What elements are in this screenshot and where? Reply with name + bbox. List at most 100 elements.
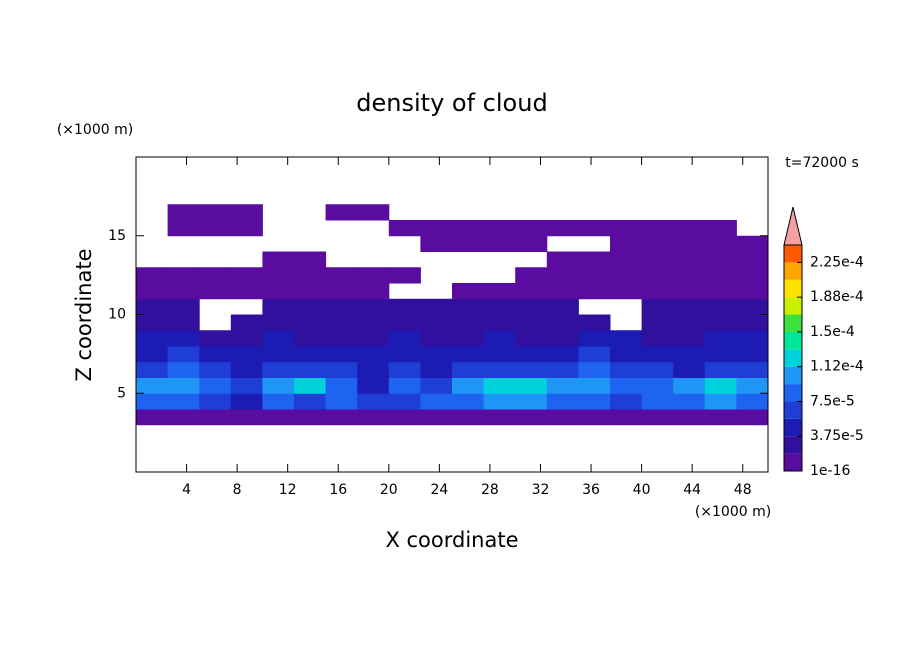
field-cell — [262, 346, 295, 363]
field-cell — [388, 346, 421, 363]
field-cell — [610, 346, 643, 363]
field-cell — [641, 283, 674, 300]
field-cell — [641, 298, 674, 315]
field-cell — [673, 330, 706, 347]
x-tick-label: 48 — [734, 482, 752, 498]
field-cell — [641, 314, 674, 331]
colorbar-band — [784, 366, 802, 385]
field-cell — [704, 220, 737, 237]
field-cell — [610, 393, 643, 410]
field-cell — [388, 267, 421, 284]
field-cell — [483, 314, 516, 331]
time-annotation: t=72000 s — [785, 155, 859, 171]
field-cell — [515, 298, 548, 315]
field-cell — [736, 251, 769, 268]
field-cell — [420, 346, 453, 363]
field-cell — [357, 204, 390, 221]
field-cell — [515, 235, 548, 252]
field-cell — [673, 251, 706, 268]
field-cell — [230, 377, 263, 394]
field-cell — [641, 377, 674, 394]
field-cell — [452, 314, 485, 331]
field-cell — [578, 377, 611, 394]
field-cell — [578, 267, 611, 284]
colorbar-band — [784, 279, 802, 298]
field-cell — [515, 409, 548, 426]
field-cell — [167, 409, 200, 426]
field-cell — [167, 393, 200, 410]
field-cell — [610, 377, 643, 394]
field-cell — [325, 330, 358, 347]
field-cell — [230, 204, 263, 221]
field-cell — [136, 409, 169, 426]
field-cell — [452, 377, 485, 394]
field-cell — [736, 235, 769, 252]
field-cell — [167, 314, 200, 331]
field-cell — [546, 393, 579, 410]
field-cell — [673, 235, 706, 252]
field-cell — [736, 361, 769, 378]
field-cell — [420, 409, 453, 426]
field-cell — [357, 298, 390, 315]
field-cell — [483, 283, 516, 300]
field-cell — [641, 361, 674, 378]
colorbar-band — [784, 401, 802, 419]
field-cell — [294, 330, 327, 347]
field-cell — [325, 314, 358, 331]
x-tick-label: 44 — [683, 482, 701, 498]
field-cell — [199, 377, 232, 394]
field-cell — [357, 361, 390, 378]
field-cell — [673, 267, 706, 284]
field-cell — [515, 283, 548, 300]
field-cell — [357, 377, 390, 394]
field-cell — [294, 346, 327, 363]
field-cell — [641, 220, 674, 237]
colorbar-band — [784, 314, 802, 332]
field-cell — [452, 361, 485, 378]
field-cell — [578, 346, 611, 363]
field-cell — [167, 298, 200, 315]
field-cell — [610, 361, 643, 378]
field-cell — [546, 361, 579, 378]
field-cell — [578, 314, 611, 331]
field-cell — [515, 393, 548, 410]
field-cell — [641, 346, 674, 363]
field-cell — [294, 409, 327, 426]
field-cell — [262, 283, 295, 300]
field-cell — [420, 314, 453, 331]
field-cell — [167, 220, 200, 237]
field-cell — [388, 361, 421, 378]
field-cell — [199, 361, 232, 378]
field-cell — [704, 346, 737, 363]
contour-field — [136, 204, 769, 426]
field-cell — [294, 377, 327, 394]
field-cell — [578, 361, 611, 378]
x-tick-label: 32 — [532, 482, 550, 498]
field-cell — [357, 283, 390, 300]
field-cell — [136, 393, 169, 410]
x-tick-label: 4 — [182, 482, 191, 498]
x-tick-label: 28 — [481, 482, 499, 498]
field-cell — [230, 361, 263, 378]
field-cell — [452, 409, 485, 426]
field-cell — [136, 361, 169, 378]
field-cell — [704, 235, 737, 252]
field-cell — [546, 314, 579, 331]
field-cell — [546, 220, 579, 237]
field-cell — [136, 298, 169, 315]
field-cell — [483, 235, 516, 252]
field-cell — [262, 393, 295, 410]
field-cell — [452, 346, 485, 363]
x-tick-label: 24 — [430, 482, 448, 498]
field-cell — [325, 377, 358, 394]
field-cell — [167, 361, 200, 378]
field-cell — [515, 361, 548, 378]
field-cell — [136, 330, 169, 347]
field-cell — [452, 393, 485, 410]
colorbar-tick-label: 7.5e-5 — [810, 393, 855, 409]
field-cell — [262, 361, 295, 378]
field-cell — [483, 377, 516, 394]
field-cell — [420, 220, 453, 237]
field-cell — [294, 251, 327, 268]
